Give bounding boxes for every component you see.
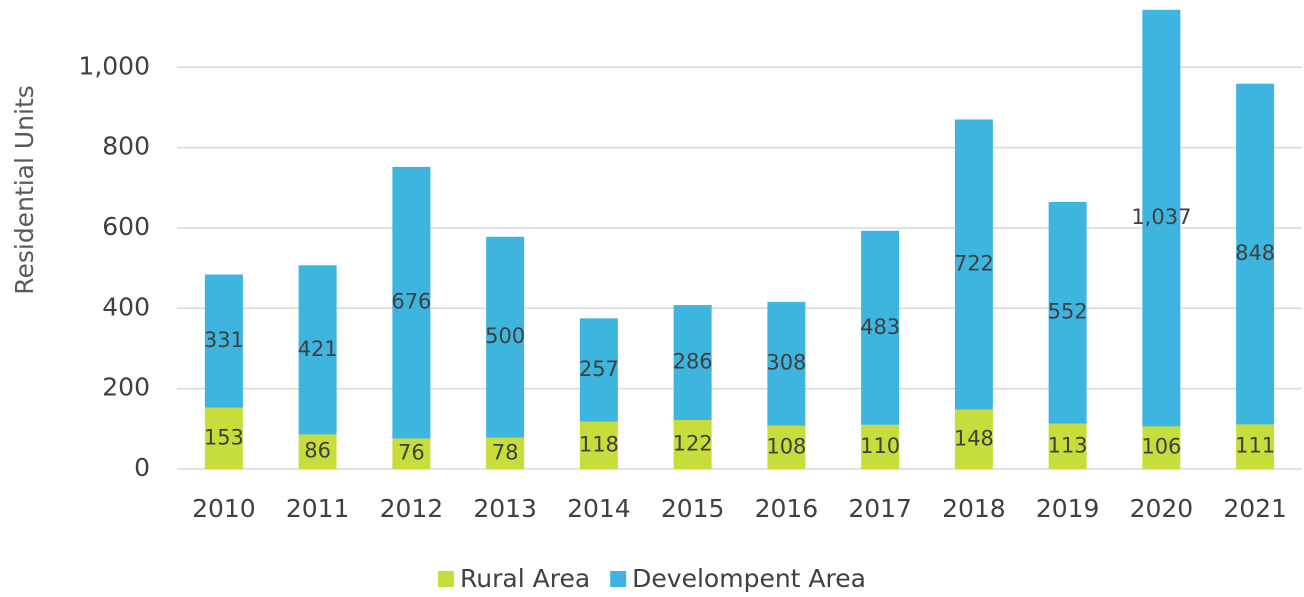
bar-segment xyxy=(392,166,431,439)
data-label: 76 xyxy=(398,441,425,465)
data-label: 148 xyxy=(954,426,994,450)
bar-segment xyxy=(1048,423,1087,469)
y-tick-label: 600 xyxy=(102,212,150,241)
bar-segment xyxy=(954,409,993,469)
bar-segment xyxy=(861,230,900,425)
bar-segment xyxy=(204,274,243,408)
x-tick-label: 2017 xyxy=(848,494,912,523)
data-label: 153 xyxy=(204,425,244,449)
bar-segment xyxy=(298,265,337,435)
data-label: 110 xyxy=(860,434,900,458)
data-label: 286 xyxy=(673,350,713,374)
bar-segment xyxy=(767,425,806,469)
data-label: 118 xyxy=(579,432,619,456)
bar-segment xyxy=(1142,426,1181,469)
data-label: 421 xyxy=(298,337,338,361)
legend-swatch xyxy=(610,571,627,587)
x-tick-label: 2019 xyxy=(1036,494,1100,523)
x-tick-label: 2010 xyxy=(192,494,256,523)
legend-swatch xyxy=(438,571,455,587)
data-label: 113 xyxy=(1048,433,1088,457)
legend-label: Rural Area xyxy=(460,564,590,593)
bar-segment xyxy=(298,434,337,469)
bar-segment xyxy=(861,424,900,469)
bar-segment xyxy=(1236,424,1275,469)
y-axis-title: Residential Units xyxy=(10,85,39,295)
x-tick-label: 2015 xyxy=(661,494,725,523)
data-label: 676 xyxy=(391,290,431,314)
x-tick-label: 2013 xyxy=(473,494,537,523)
data-label: 122 xyxy=(673,431,713,455)
bar-segment xyxy=(673,419,712,469)
data-label: 483 xyxy=(860,315,900,339)
data-label: 106 xyxy=(1141,435,1181,459)
data-label: 722 xyxy=(954,252,994,276)
data-label: 108 xyxy=(766,434,806,458)
x-tick-label: 2021 xyxy=(1223,494,1287,523)
x-tick-label: 2018 xyxy=(942,494,1006,523)
x-tick-label: 2016 xyxy=(755,494,819,523)
y-tick-label: 400 xyxy=(102,292,150,321)
data-label: 331 xyxy=(204,328,244,352)
bar-segment xyxy=(486,236,525,438)
y-tick-label: 0 xyxy=(134,453,150,482)
data-label: 848 xyxy=(1235,241,1275,265)
data-label: 78 xyxy=(492,440,519,464)
data-label: 500 xyxy=(485,324,525,348)
data-label: 1,037 xyxy=(1131,205,1191,229)
data-label: 308 xyxy=(766,351,806,375)
bar-segment xyxy=(486,437,525,469)
data-label: 552 xyxy=(1048,300,1088,324)
y-tick-label: 1,000 xyxy=(78,51,150,80)
bar-segment xyxy=(579,318,618,422)
bar-segment xyxy=(673,305,712,420)
x-tick-label: 2020 xyxy=(1130,494,1194,523)
data-label: 86 xyxy=(304,439,331,463)
x-tick-label: 2011 xyxy=(286,494,350,523)
bar-segment xyxy=(1142,9,1181,427)
bar-segment xyxy=(579,421,618,469)
bar-segment xyxy=(1048,201,1087,424)
bar-segment xyxy=(204,407,243,469)
y-tick-label: 200 xyxy=(102,373,150,402)
bar-segment xyxy=(954,119,993,410)
bar-segment xyxy=(767,301,806,426)
x-tick-label: 2014 xyxy=(567,494,631,523)
x-tick-label: 2012 xyxy=(380,494,444,523)
data-label: 111 xyxy=(1235,434,1275,458)
bar-segment xyxy=(392,438,431,469)
y-tick-label: 800 xyxy=(102,132,150,161)
data-label: 257 xyxy=(579,357,619,381)
legend-label: Develompent Area xyxy=(632,564,866,593)
bar-segment xyxy=(1236,83,1275,425)
